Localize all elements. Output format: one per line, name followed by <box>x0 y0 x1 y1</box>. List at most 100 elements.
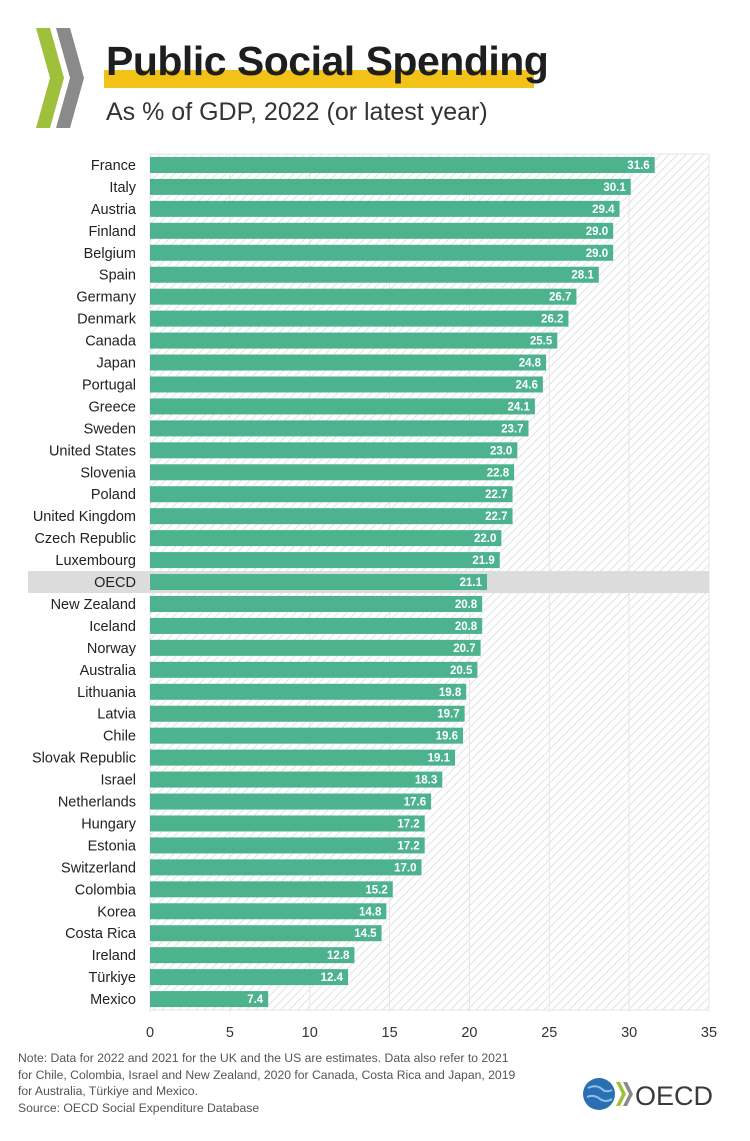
category-label: Spain <box>99 268 136 284</box>
value-label: 19.1 <box>428 753 451 765</box>
category-label: Latvia <box>97 707 137 723</box>
bar <box>150 310 569 327</box>
category-label: OECD <box>94 575 136 591</box>
value-label: 7.4 <box>247 994 264 1006</box>
category-label: Norway <box>87 641 137 657</box>
bar <box>150 925 382 942</box>
bar <box>150 288 577 305</box>
bar <box>150 200 620 217</box>
bar <box>150 661 478 678</box>
category-label: Sweden <box>84 421 136 437</box>
footnote: Note: Data for 2022 and 2021 for the UK … <box>18 1050 563 1116</box>
value-label: 17.0 <box>394 862 416 874</box>
bar <box>150 793 432 810</box>
footer-chevron-2 <box>623 1082 633 1106</box>
category-label: United States <box>49 443 136 459</box>
category-label: Colombia <box>75 882 137 898</box>
bar <box>150 442 518 459</box>
category-label: Canada <box>85 334 137 350</box>
bar <box>150 595 483 612</box>
bar <box>150 486 513 503</box>
value-label: 24.6 <box>516 379 538 391</box>
page-subtitle: As % of GDP, 2022 (or latest year) <box>106 98 488 126</box>
value-label: 12.8 <box>327 950 350 962</box>
value-label: 22.7 <box>485 511 507 523</box>
globe-icon <box>583 1078 615 1110</box>
bar <box>150 508 513 525</box>
footer-chevron-1 <box>616 1082 626 1106</box>
category-label: New Zealand <box>51 597 136 613</box>
bar <box>150 244 614 261</box>
bar <box>150 815 425 832</box>
value-label: 19.6 <box>436 731 458 743</box>
value-label: 17.6 <box>404 797 426 809</box>
category-label: Austria <box>91 202 137 218</box>
category-label: Finland <box>88 224 136 240</box>
bar <box>150 464 515 481</box>
category-label: Ireland <box>92 948 136 964</box>
note-line: for Chile, Colombia, Israel and New Zeal… <box>18 1067 516 1082</box>
value-label: 15.2 <box>365 884 387 896</box>
category-label: Belgium <box>84 246 136 262</box>
value-label: 26.7 <box>549 292 571 304</box>
category-label: Korea <box>97 904 137 920</box>
bar <box>150 727 464 744</box>
category-label: Switzerland <box>61 860 136 876</box>
source-line: Source: OECD Social Expenditure Database <box>18 1100 260 1115</box>
category-label: Lithuania <box>77 685 137 701</box>
bar <box>150 222 614 239</box>
category-label: Costa Rica <box>65 926 137 942</box>
bar <box>150 266 599 283</box>
value-label: 24.1 <box>508 401 531 413</box>
bar <box>150 376 543 393</box>
x-tick-label: 10 <box>302 1025 318 1041</box>
x-axis-ticks: 0 5 10 15 20 25 30 35 <box>146 1025 717 1041</box>
category-label: Czech Republic <box>34 531 136 547</box>
category-label: Slovenia <box>80 465 137 481</box>
value-label: 17.2 <box>397 818 419 830</box>
value-label: 14.8 <box>359 906 382 918</box>
bar <box>150 881 393 898</box>
value-label: 31.6 <box>627 160 649 172</box>
category-label: Greece <box>88 399 136 415</box>
value-label: 23.7 <box>501 423 523 435</box>
category-label: Iceland <box>89 619 136 635</box>
logo-chevron-front <box>56 28 84 128</box>
value-label: 22.0 <box>474 533 496 545</box>
bar <box>150 530 502 547</box>
value-label: 26.2 <box>541 314 563 326</box>
bar <box>150 354 547 371</box>
bar <box>150 771 443 788</box>
value-label: 22.7 <box>485 489 507 501</box>
oecd-chevron-logo-icon <box>36 28 84 128</box>
oecd-footer-logo-icon: OECD <box>583 1078 713 1111</box>
title-highlight-bar <box>104 70 534 88</box>
value-label: 29.0 <box>586 248 608 260</box>
bar <box>150 991 269 1008</box>
category-label: Chile <box>103 729 136 745</box>
value-label: 20.8 <box>455 599 478 611</box>
value-label: 19.7 <box>437 709 459 721</box>
bars <box>150 156 655 1008</box>
category-label: Germany <box>76 290 136 306</box>
category-label: Türkiye <box>88 970 136 986</box>
value-label: 12.4 <box>321 972 344 984</box>
category-label: Australia <box>80 663 137 679</box>
category-label: Hungary <box>81 816 137 832</box>
value-label: 19.8 <box>439 687 462 699</box>
bar <box>150 969 349 986</box>
bar <box>150 398 535 415</box>
value-label: 28.1 <box>571 270 594 282</box>
x-tick-label: 35 <box>701 1025 717 1041</box>
note-line: for Australia, Türkiye and Mexico. <box>18 1084 198 1098</box>
bar <box>150 552 500 569</box>
x-tick-label: 20 <box>461 1025 477 1041</box>
bar <box>150 749 456 766</box>
category-label: Denmark <box>77 312 137 328</box>
bar <box>150 705 465 722</box>
value-label: 20.5 <box>450 665 473 677</box>
category-labels: France Italy Austria Finland Belgium Spain Ger… <box>32 158 137 1008</box>
value-label: 23.0 <box>490 445 512 457</box>
category-label: United Kingdom <box>33 509 136 525</box>
page-title: Public Social Spending <box>106 38 549 84</box>
